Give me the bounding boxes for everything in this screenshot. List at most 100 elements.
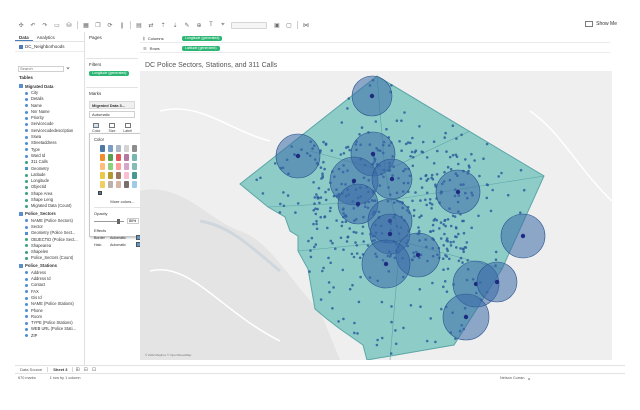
call-point[interactable] <box>461 247 465 251</box>
police-station-marker[interactable] <box>387 231 393 237</box>
call-point[interactable] <box>489 209 493 213</box>
call-point[interactable] <box>425 203 429 207</box>
call-point[interactable] <box>318 201 321 205</box>
field-item[interactable]: Details <box>15 96 84 102</box>
table-header[interactable]: Migrated Data <box>15 82 84 90</box>
police-station-marker[interactable] <box>494 279 500 285</box>
call-point[interactable] <box>339 236 343 240</box>
call-point[interactable] <box>430 203 434 206</box>
call-point[interactable] <box>500 171 503 175</box>
call-point[interactable] <box>312 209 315 212</box>
field-item[interactable]: City <box>15 90 84 96</box>
mark-card-color[interactable]: Color <box>89 121 104 133</box>
call-point[interactable] <box>385 127 388 131</box>
call-point[interactable] <box>316 207 319 211</box>
field-item[interactable]: NAME (Police Stations) <box>15 301 84 307</box>
call-point[interactable] <box>374 120 378 123</box>
call-point[interactable] <box>309 255 313 259</box>
rows-pill[interactable]: Latitude (generated) <box>182 45 220 51</box>
call-point[interactable] <box>354 241 357 244</box>
call-point[interactable] <box>451 124 455 127</box>
call-point[interactable] <box>279 202 282 206</box>
police-station-marker[interactable] <box>351 178 357 184</box>
field-item[interactable]: Sswa <box>15 134 84 140</box>
call-point[interactable] <box>330 149 334 152</box>
call-point[interactable] <box>424 173 428 177</box>
call-point[interactable] <box>428 201 432 205</box>
call-point[interactable] <box>444 131 447 135</box>
call-point[interactable] <box>314 212 318 216</box>
call-point[interactable] <box>443 232 446 236</box>
field-item[interactable]: Ward Id <box>15 153 84 159</box>
call-point[interactable] <box>322 266 325 270</box>
filters-shelf[interactable]: Filters Longitude (generated) <box>86 58 138 86</box>
call-point[interactable] <box>473 159 476 162</box>
color-swatch[interactable] <box>132 154 137 161</box>
call-point[interactable] <box>446 165 450 169</box>
mark-card-size[interactable]: Size <box>105 121 120 133</box>
call-point[interactable] <box>430 207 433 210</box>
call-point[interactable] <box>380 300 384 304</box>
call-point[interactable] <box>282 191 285 194</box>
call-point[interactable] <box>390 84 393 87</box>
call-point[interactable] <box>342 248 345 251</box>
field-item[interactable]: Servicecode <box>15 121 84 127</box>
call-point[interactable] <box>434 183 437 186</box>
call-point[interactable] <box>419 305 422 308</box>
call-point[interactable] <box>494 258 498 261</box>
call-point[interactable] <box>432 229 435 233</box>
call-point[interactable] <box>443 136 447 139</box>
call-point[interactable] <box>462 231 466 235</box>
color-swatch[interactable] <box>116 163 121 170</box>
call-point[interactable] <box>376 338 379 342</box>
call-point[interactable] <box>321 174 324 178</box>
call-point[interactable] <box>315 227 319 231</box>
police-station-marker[interactable] <box>463 314 469 320</box>
color-swatch[interactable] <box>108 145 113 152</box>
call-point[interactable] <box>470 226 474 230</box>
call-point[interactable] <box>454 153 458 157</box>
show-me-button[interactable]: Show Me <box>585 21 617 27</box>
call-point[interactable] <box>316 195 319 199</box>
call-point[interactable] <box>402 326 405 330</box>
call-point[interactable] <box>331 241 334 245</box>
highlight-icon[interactable]: ✎ <box>184 22 190 29</box>
call-point[interactable] <box>432 140 436 143</box>
call-point[interactable] <box>323 215 326 219</box>
field-item[interactable]: Name <box>15 103 84 109</box>
share-icon[interactable]: ⋈ <box>303 22 309 29</box>
group-icon[interactable]: ⊕ <box>196 22 202 29</box>
columns-pill[interactable]: Longitude (generated) <box>182 35 223 41</box>
call-point[interactable] <box>409 155 412 158</box>
datasource-item[interactable]: DC_Neighborhoods <box>15 42 84 52</box>
call-point[interactable] <box>455 155 459 158</box>
color-swatch[interactable] <box>124 163 129 170</box>
field-item[interactable]: OBJECTID (Police Sect... <box>15 237 84 243</box>
call-point[interactable] <box>334 247 337 251</box>
call-point[interactable] <box>294 211 297 214</box>
call-point[interactable] <box>494 250 498 254</box>
call-point[interactable] <box>457 162 460 166</box>
call-point[interactable] <box>412 208 416 212</box>
police-station-marker[interactable] <box>355 201 361 207</box>
field-item[interactable]: Streetaddress <box>15 140 84 146</box>
call-point[interactable] <box>485 183 489 186</box>
call-point[interactable] <box>431 281 434 285</box>
table-header[interactable]: Police_Sectors <box>15 210 84 218</box>
call-point[interactable] <box>355 244 359 247</box>
call-point[interactable] <box>400 119 403 122</box>
call-point[interactable] <box>335 219 338 222</box>
call-point[interactable] <box>395 119 399 122</box>
call-point[interactable] <box>352 255 356 259</box>
call-point[interactable] <box>449 224 453 228</box>
call-point[interactable] <box>460 133 463 137</box>
call-point[interactable] <box>327 281 331 284</box>
call-point[interactable] <box>430 176 433 180</box>
call-point[interactable] <box>309 249 312 252</box>
call-point[interactable] <box>315 222 318 226</box>
call-point[interactable] <box>355 252 359 255</box>
call-point[interactable] <box>421 140 425 144</box>
call-point[interactable] <box>461 261 464 264</box>
call-point[interactable] <box>261 192 265 195</box>
call-point[interactable] <box>439 221 443 224</box>
